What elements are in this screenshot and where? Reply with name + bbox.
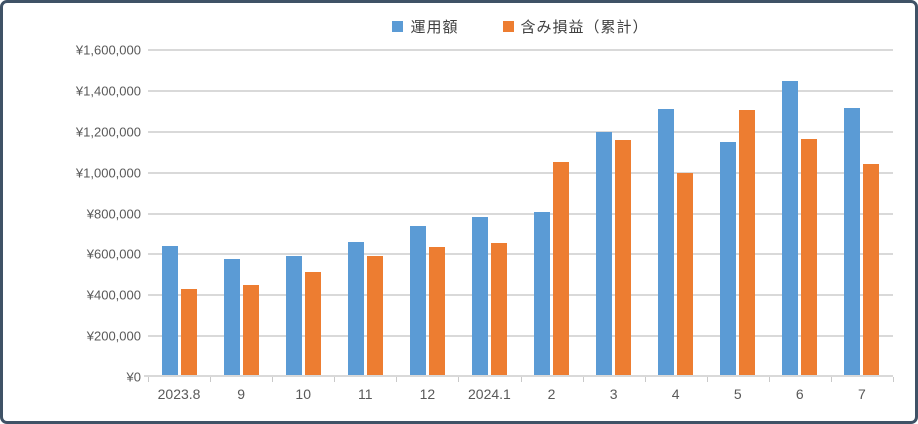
gridline (148, 294, 893, 297)
x-tick-label: 5 (733, 386, 742, 402)
bar (428, 247, 445, 377)
bar (285, 256, 302, 377)
x-axis-tick (768, 377, 770, 382)
legend-item-fukumi-soneki: 含み損益（累計） (502, 16, 649, 37)
category-cell (645, 50, 707, 377)
x-tick-label: 12 (419, 386, 436, 402)
bars-layer (148, 50, 893, 377)
y-tick-label: ¥1,000,000 (75, 165, 141, 181)
category-cell (831, 50, 893, 377)
y-tick-label: ¥0 (126, 369, 141, 385)
bar (223, 259, 240, 377)
x-axis-tick (458, 377, 460, 382)
x-axis-tick (272, 377, 274, 382)
gridline (148, 212, 893, 215)
category-cell (396, 50, 458, 377)
x-axis-tick (582, 377, 584, 382)
bar (242, 285, 259, 377)
y-tick-label: ¥400,000 (86, 287, 141, 303)
bar (720, 141, 737, 377)
y-tick-label: ¥800,000 (86, 206, 141, 221)
bar (161, 246, 178, 377)
x-axis-line (144, 375, 893, 377)
gridline (148, 335, 893, 338)
bar (677, 172, 694, 377)
gridline (148, 89, 893, 92)
category-cell (272, 50, 334, 377)
bar (409, 225, 426, 377)
category-cell (520, 50, 582, 377)
x-axis-tick (396, 377, 398, 382)
gridline (148, 130, 893, 133)
x-tick-label: 6 (795, 386, 804, 402)
category-cell (210, 50, 272, 377)
legend-swatch-blue-icon (392, 21, 404, 32)
category-cell (334, 50, 396, 377)
category-cell (769, 50, 831, 377)
bar (347, 242, 364, 377)
x-tick-label: 2023.8 (157, 386, 201, 402)
bar (739, 110, 756, 377)
bar (471, 216, 488, 377)
x-axis-tick (644, 377, 646, 382)
bar (366, 256, 383, 377)
x-tick-label: 3 (609, 386, 618, 402)
x-tick-label: 4 (671, 386, 680, 402)
x-axis-tick (706, 377, 708, 382)
y-axis-labels: ¥0 ¥200,000 ¥400,000 ¥600,000 ¥800,000 ¥1,000… (31, 43, 141, 385)
x-tick-label: 11 (358, 386, 373, 402)
category-cell (458, 50, 520, 377)
bar (596, 131, 613, 377)
bar (490, 243, 507, 377)
bar (534, 212, 550, 377)
x-axis: 2023.8 9 10 11 12 2024.1 2 3 4 5 6 7 (148, 377, 894, 411)
y-tick-label: ¥600,000 (86, 246, 141, 262)
legend-label-fukumi-soneki: 含み損益（累計） (520, 19, 649, 36)
x-axis-tick (830, 377, 832, 382)
category-cell (148, 50, 210, 377)
plot-area (144, 49, 893, 377)
gridline (148, 171, 893, 174)
x-tick-label: 7 (858, 386, 866, 402)
category-cell (583, 50, 645, 377)
x-axis-tick (148, 377, 149, 382)
bar (782, 80, 799, 377)
y-tick-label: ¥200,000 (86, 328, 141, 344)
y-tick-label: ¥1,400,000 (75, 83, 141, 99)
bar (844, 108, 861, 377)
x-axis-tick (334, 377, 336, 382)
y-tick-label: ¥1,200,000 (75, 124, 141, 140)
category-cell (707, 50, 769, 377)
x-axis-labels: 2023.8 9 10 11 12 2024.1 2 3 4 5 6 7 (148, 377, 893, 402)
bar (304, 271, 321, 377)
bar (863, 164, 880, 377)
bar (615, 139, 632, 377)
gridline (148, 253, 893, 256)
y-tick-label: ¥1,600,000 (75, 42, 141, 58)
bar (553, 162, 569, 377)
bar (801, 138, 818, 377)
legend-label-unyogaku: 運用額 (410, 19, 459, 36)
x-tick-label: 2024.1 (468, 386, 511, 402)
legend: 運用額 含み損益（累計） (148, 16, 893, 37)
x-tick-label: 10 (295, 386, 311, 402)
x-axis-tick (893, 377, 894, 382)
x-tick-label: 2 (547, 386, 556, 402)
legend-item-unyogaku: 運用額 (392, 16, 458, 37)
bar (658, 109, 675, 377)
legend-swatch-orange-icon (502, 21, 514, 32)
x-tick-label: 9 (237, 386, 246, 402)
x-axis-tick (210, 377, 212, 382)
x-axis-tick (520, 377, 522, 382)
gridline (148, 49, 893, 51)
bar (180, 289, 197, 377)
